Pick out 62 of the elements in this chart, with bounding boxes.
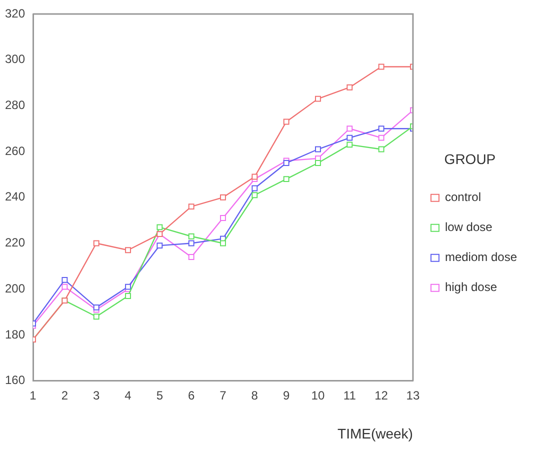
x-tick-label: 12	[374, 388, 388, 402]
point	[252, 174, 258, 180]
point	[378, 146, 384, 152]
legend-label: high dose	[444, 280, 498, 294]
y-tick-label: 320	[4, 6, 26, 20]
point	[315, 96, 321, 102]
point	[125, 284, 131, 290]
y-tick-label: 180	[4, 327, 26, 342]
point	[93, 304, 100, 310]
point	[93, 314, 100, 320]
point	[188, 204, 194, 210]
point	[346, 126, 353, 132]
point	[252, 185, 258, 192]
point	[378, 64, 384, 70]
x-tick-label: 9	[282, 388, 290, 402]
x-tick-label: 1	[30, 388, 37, 402]
y-tick-label: 200	[4, 281, 26, 296]
point	[346, 84, 353, 90]
legend-label: low dose	[444, 220, 493, 234]
point	[252, 192, 258, 198]
y-tick-label: 280	[4, 98, 26, 112]
point	[346, 134, 353, 141]
x-tick-label: 7	[220, 388, 227, 402]
x-tick-label: 4	[124, 388, 132, 402]
point	[125, 293, 131, 299]
point	[62, 284, 68, 290]
y-tick-label: 240	[4, 190, 26, 204]
x-tick-label: 2	[61, 388, 68, 402]
y-tick-label: 160	[4, 373, 26, 388]
x-tick-label: 3	[93, 388, 100, 402]
y-tick-label: 220	[4, 236, 26, 250]
x-tick-label: 11	[343, 388, 356, 402]
point	[315, 160, 321, 166]
point	[220, 215, 226, 222]
point	[188, 240, 194, 246]
legend-title: GROUP	[444, 150, 496, 167]
point	[378, 134, 384, 141]
x-tick-label: 6	[188, 388, 195, 402]
point	[62, 276, 68, 283]
x-axis-title: TIME(week)	[338, 425, 413, 442]
point	[378, 126, 384, 132]
point	[315, 146, 321, 152]
point	[283, 118, 290, 125]
point	[283, 176, 290, 182]
point	[346, 142, 353, 148]
point	[93, 240, 100, 246]
y-tick-label: 300	[4, 52, 26, 66]
point	[188, 254, 194, 260]
point	[188, 233, 194, 240]
point	[156, 242, 163, 249]
x-tick-label: 5	[156, 388, 164, 402]
legend-label: mediom dose	[444, 250, 518, 264]
point	[220, 240, 226, 246]
x-tick-label: 8	[251, 388, 258, 402]
y-tick-label: 260	[4, 144, 26, 158]
point	[125, 247, 131, 254]
point	[220, 194, 226, 200]
point	[156, 224, 163, 230]
legend-label: control	[444, 190, 481, 204]
x-tick-label: 13	[406, 388, 420, 402]
x-tick-label: 10	[311, 388, 325, 402]
point	[283, 160, 290, 166]
